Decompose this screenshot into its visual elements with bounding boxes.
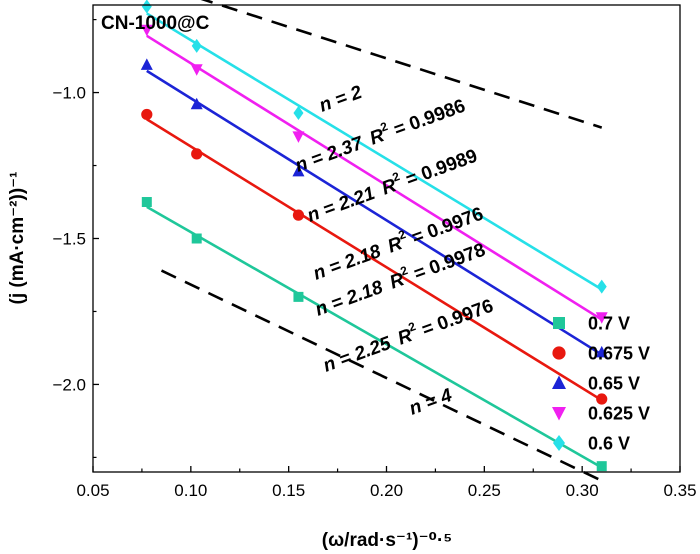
- data-point-2-2: [292, 164, 305, 177]
- x-tick-label-3: 0.20: [370, 481, 403, 500]
- data-point-1-0: [141, 108, 153, 121]
- legend-label-4: 0.6 V: [588, 434, 630, 454]
- data-point-3-2: [292, 131, 305, 143]
- fit-line-2: [146, 69, 603, 356]
- legend: 0.7 V 0.675 V 0.65 V 0.625 V 0.6 V: [552, 314, 650, 454]
- fit-line-4: [146, 12, 603, 291]
- data-point-3-0: [140, 24, 153, 37]
- fit-line-3: [146, 34, 603, 321]
- fit-line-1: [146, 118, 603, 402]
- x-tick-label-6: 0.35: [663, 481, 696, 500]
- legend-marker-4: [553, 435, 565, 451]
- annotation-n4-text: n = 4: [407, 385, 456, 420]
- x-tick-label-2: 0.15: [272, 481, 305, 500]
- legend-marker-3: [552, 407, 566, 421]
- legend-label-3: 0.625 V: [588, 404, 650, 424]
- y-tick-label-0: −2.0: [52, 375, 86, 394]
- y-tick-label-2: −1.0: [52, 84, 86, 103]
- legend-marker-0: [553, 317, 565, 329]
- legend-label-2: 0.65 V: [588, 374, 640, 394]
- data-point-2-3: [595, 345, 608, 358]
- data-point-0-0: [141, 197, 152, 208]
- legend-marker-1: [552, 346, 566, 360]
- legend-marker-2: [552, 375, 566, 389]
- data-point-0-2: [293, 291, 304, 302]
- data-point-4-0: [141, 0, 152, 14]
- annotation-n2: n = 2: [317, 82, 366, 117]
- y-tick-label-1: −1.5: [52, 230, 86, 249]
- chart-title: CN-1000@C: [101, 13, 210, 34]
- data-point-1-1: [191, 148, 203, 160]
- fit-line-0: [146, 205, 603, 469]
- data-point-4-3: [596, 279, 607, 294]
- legend-label-1: 0.675 V: [588, 344, 650, 364]
- x-axis-title: (ω/rad·s⁻¹)⁻⁰·⁵: [322, 530, 452, 551]
- x-tick-label-1: 0.10: [174, 481, 207, 500]
- reference-line-0: [160, 269, 603, 482]
- x-tick-label-4: 0.25: [468, 481, 501, 500]
- annotation-n4: n = 4: [407, 385, 456, 420]
- data-point-3-1: [190, 64, 203, 76]
- x-tick-label-0: 0.05: [76, 481, 109, 500]
- data-point-4-1: [191, 38, 202, 53]
- annotation-n2-text: n = 2: [317, 82, 366, 117]
- data-point-3-3: [595, 312, 608, 324]
- data-point-2-0: [140, 58, 153, 70]
- data-point-2-1: [190, 97, 203, 110]
- svg-text:n = 4: n = 4: [407, 385, 456, 420]
- svg-text:n = 2: n = 2: [317, 82, 366, 117]
- data-point-0-1: [191, 233, 202, 244]
- data-point-0-3: [596, 461, 607, 472]
- data-point-4-2: [293, 105, 304, 120]
- data-point-1-2: [292, 209, 305, 221]
- x-tick-label-5: 0.30: [566, 481, 599, 500]
- y-axis-title: (j (mA·cm⁻²))⁻¹: [7, 172, 28, 305]
- data-point-1-3: [596, 393, 608, 405]
- legend-label-0: 0.7 V: [588, 314, 630, 334]
- reference-line-1: [200, 0, 603, 129]
